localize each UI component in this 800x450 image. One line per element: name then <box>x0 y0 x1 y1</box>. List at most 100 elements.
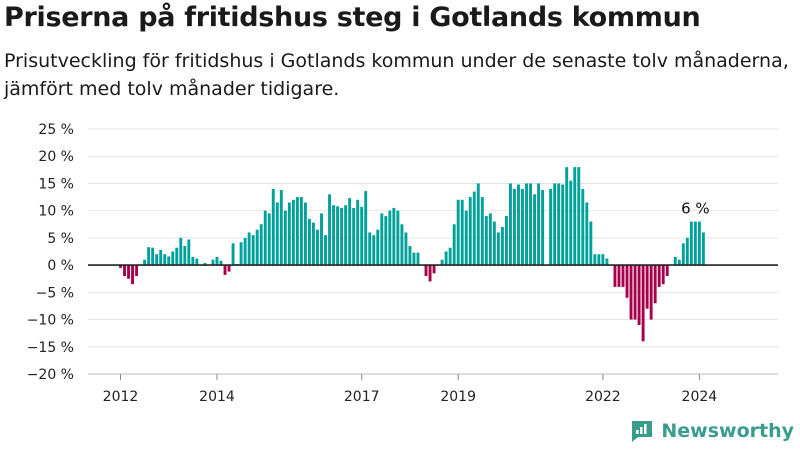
bar <box>316 229 319 266</box>
last-value-label: 6 % <box>681 200 710 218</box>
x-tick-label: 2017 <box>344 389 380 405</box>
bar <box>255 229 259 266</box>
bar <box>348 198 352 266</box>
bar <box>484 216 488 266</box>
bar <box>247 232 251 266</box>
bar <box>396 210 400 266</box>
bar <box>464 210 468 266</box>
bar <box>440 259 444 266</box>
bar <box>617 265 621 287</box>
bar <box>400 224 404 266</box>
bar <box>553 183 557 266</box>
grid-lines <box>88 128 778 375</box>
bar <box>344 205 348 266</box>
bar <box>356 199 360 266</box>
bar <box>352 207 356 266</box>
y-tick-label: 15 % <box>38 176 74 192</box>
bar <box>424 265 428 276</box>
y-tick-label: −10 % <box>27 313 74 329</box>
bar <box>657 265 661 287</box>
chart-subtitle: Prisutveckling för fritidshus i Gotlands… <box>4 50 789 100</box>
bar <box>661 265 665 285</box>
bar <box>685 237 689 266</box>
bar <box>283 210 287 266</box>
bar <box>336 206 340 266</box>
bar <box>135 265 139 276</box>
bar <box>517 184 520 266</box>
bar <box>597 254 601 266</box>
bar <box>480 197 484 266</box>
bar <box>312 222 315 266</box>
bar <box>565 167 569 266</box>
bar <box>416 252 420 266</box>
bar <box>649 265 653 320</box>
bar <box>521 188 524 266</box>
bar <box>239 242 243 266</box>
bar <box>163 254 167 266</box>
x-axis: 2012 2014 2017 2019 2022 2024 <box>88 373 778 405</box>
bar <box>147 247 151 266</box>
bar <box>179 237 183 266</box>
bar <box>613 265 617 287</box>
bar <box>645 265 649 309</box>
bar <box>295 197 299 266</box>
bar <box>404 232 408 266</box>
bar <box>549 188 553 266</box>
bar <box>263 210 267 266</box>
bar <box>307 218 311 266</box>
bar <box>693 221 697 266</box>
bar <box>557 183 561 266</box>
bar <box>119 265 122 268</box>
bar <box>697 221 701 266</box>
bar <box>513 188 516 266</box>
bar <box>681 243 685 266</box>
bar <box>127 265 130 279</box>
bar <box>191 256 195 266</box>
bar <box>131 265 135 285</box>
bar <box>279 189 283 266</box>
bar <box>496 232 500 266</box>
y-tick-label: 25 % <box>38 122 74 138</box>
bar <box>589 221 593 266</box>
x-tick-label: 2012 <box>103 389 139 405</box>
y-axis: −20 % −15 % −10 % −5 % 0 % 5 % 10 % 15 % 20 % 25 … <box>27 122 74 383</box>
y-tick-label: 20 % <box>38 149 74 165</box>
bar <box>508 183 512 266</box>
bar <box>299 197 303 266</box>
bar <box>231 243 235 266</box>
bar <box>408 246 412 266</box>
x-tick-label: 2022 <box>585 389 621 405</box>
y-tick-label: 0 % <box>47 258 74 274</box>
bar <box>561 184 565 266</box>
bar <box>529 183 532 266</box>
bar <box>187 239 191 266</box>
bar <box>665 265 669 276</box>
bar <box>673 256 677 266</box>
bar <box>629 265 633 320</box>
bar <box>625 265 629 298</box>
bar <box>332 205 336 266</box>
bar <box>460 199 464 266</box>
bar <box>267 213 271 266</box>
bar <box>183 246 187 266</box>
bar <box>328 194 331 266</box>
bar <box>428 265 432 282</box>
newsworthy-logo-icon <box>632 421 653 442</box>
bar <box>412 252 416 266</box>
bar <box>364 191 368 266</box>
bar <box>219 260 223 266</box>
bar <box>633 265 637 320</box>
brand: Newsworthy <box>629 418 794 444</box>
bar <box>577 167 581 266</box>
bar <box>452 224 456 266</box>
bar <box>271 188 275 266</box>
bar <box>392 207 396 266</box>
bar <box>569 180 573 266</box>
bar <box>151 247 155 266</box>
annotations: 6 % <box>681 200 710 218</box>
bar <box>488 213 492 266</box>
bar <box>504 216 508 266</box>
bar <box>303 202 307 266</box>
bar <box>159 249 163 266</box>
bar <box>581 188 585 266</box>
